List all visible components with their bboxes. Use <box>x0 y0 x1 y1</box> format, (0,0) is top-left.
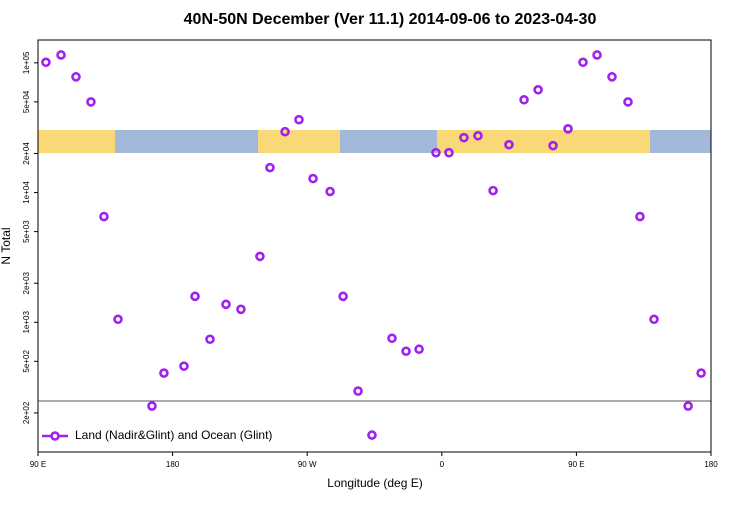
point <box>431 147 441 158</box>
point <box>683 401 693 411</box>
point <box>236 304 246 315</box>
point <box>205 334 215 345</box>
point <box>563 124 573 134</box>
y-tick-label: 5e+03 <box>22 220 31 243</box>
point <box>533 84 543 95</box>
point <box>592 50 602 60</box>
point <box>86 97 96 107</box>
point <box>159 368 169 378</box>
point <box>179 361 189 371</box>
point <box>504 139 514 150</box>
point <box>607 72 617 82</box>
point <box>41 57 51 68</box>
point <box>696 368 706 378</box>
point <box>401 346 411 357</box>
x-tick-label: 90 E <box>568 460 584 469</box>
point <box>649 314 659 325</box>
point <box>265 162 275 173</box>
point <box>387 333 397 344</box>
point <box>56 50 66 60</box>
legend-marker <box>50 431 60 441</box>
y-tick-label: 5e+04 <box>22 90 31 113</box>
chart-title: 40N-50N December (Ver 11.1) 2014-09-06 t… <box>184 11 597 28</box>
point <box>294 114 304 125</box>
x-tick-label: 90 E <box>30 460 46 469</box>
point <box>488 185 498 196</box>
point <box>635 211 645 222</box>
y-tick-label: 1e+04 <box>22 181 31 204</box>
point <box>325 186 335 197</box>
plot-frame <box>37 39 712 453</box>
y-tick-label: 2e+03 <box>22 271 31 294</box>
point <box>99 211 109 222</box>
point <box>280 126 290 137</box>
point <box>338 291 348 302</box>
y-tick-label: 5e+02 <box>22 350 31 373</box>
y-tick-label: 1e+05 <box>22 51 31 74</box>
legend-label: Land (Nadir&Glint) and Ocean (Glint) <box>75 428 272 442</box>
y-axis-label: N Total <box>0 227 13 264</box>
point <box>519 94 529 105</box>
point <box>190 291 200 302</box>
map-strip <box>38 130 711 153</box>
point <box>113 314 123 325</box>
y-tick-label: 2e+02 <box>22 401 31 424</box>
point <box>255 251 265 262</box>
x-tick-label: 0 <box>440 460 445 469</box>
point <box>548 140 558 151</box>
y-tick-label: 1e+03 <box>22 310 31 333</box>
point <box>353 386 363 396</box>
x-axis-label: Longitude (deg E) <box>327 476 422 490</box>
point <box>221 299 231 310</box>
point <box>623 97 633 107</box>
point <box>414 344 424 355</box>
point <box>147 401 157 411</box>
point <box>473 130 483 141</box>
x-tick-label: 180 <box>704 460 718 469</box>
y-tick-label: 2e+04 <box>22 142 31 165</box>
point <box>367 430 377 440</box>
point <box>308 173 318 184</box>
x-tick-label: 180 <box>166 460 180 469</box>
point <box>71 72 81 82</box>
x-tick-label: 90 W <box>298 460 317 469</box>
point <box>444 147 454 158</box>
point <box>459 132 469 143</box>
point <box>578 57 588 68</box>
